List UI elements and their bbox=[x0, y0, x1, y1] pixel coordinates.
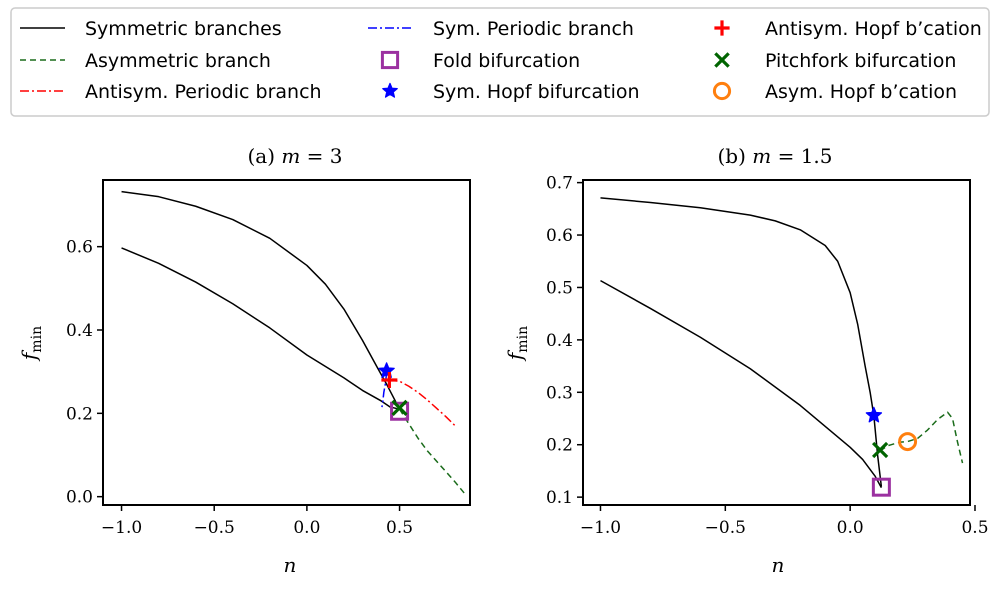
panel-b-ytick-label-0: 0.1 bbox=[546, 488, 573, 508]
legend-item-3: Sym. Periodic branch bbox=[368, 18, 634, 40]
legend-marker-5 bbox=[382, 82, 398, 98]
legend-label-2: Antisym. Periodic branch bbox=[85, 81, 322, 103]
panel-b-ytick-label-4: 0.5 bbox=[546, 278, 573, 298]
legend-item-1: Asymmetric branch bbox=[20, 50, 271, 72]
legend-label-5: Sym. Hopf bifurcation bbox=[433, 81, 640, 103]
panel-b-ytick-label-1: 0.2 bbox=[546, 436, 573, 456]
panel-a-frame bbox=[102, 179, 471, 506]
panel-b-marker-star-0 bbox=[865, 406, 883, 423]
panel-b-ytick-label-5: 0.6 bbox=[546, 226, 573, 246]
panel-b-xtick-label-1: −0.5 bbox=[705, 518, 746, 538]
panel-a-ytick-label-1: 0.2 bbox=[66, 404, 93, 424]
legend-label-4: Fold bifurcation bbox=[433, 50, 580, 72]
panel-a-marker-square-2 bbox=[390, 401, 410, 421]
panel-b-xlabel: n bbox=[772, 553, 785, 577]
legend-item-4: Fold bifurcation bbox=[380, 50, 580, 72]
legend-label-6: Antisym. Hopf b’cation bbox=[765, 18, 982, 40]
panel-b-series-sym-0 bbox=[600, 197, 883, 487]
legend-item-2: Antisym. Periodic branch bbox=[20, 81, 322, 103]
legend-label-7: Pitchfork bifurcation bbox=[765, 50, 956, 72]
panel-a-ytick-label-0: 0.0 bbox=[66, 488, 93, 508]
panel-a-title: (a) m = 3 bbox=[247, 144, 342, 168]
legend-label-3: Sym. Periodic branch bbox=[433, 18, 634, 40]
panel-a-series-sym-1 bbox=[121, 247, 400, 410]
panel-b-ytick-label-3: 0.4 bbox=[546, 331, 573, 351]
panel-b-series-sym-1 bbox=[600, 279, 883, 489]
legend-frame bbox=[10, 7, 990, 117]
panel-a-ytick-label-2: 0.4 bbox=[66, 321, 93, 341]
legend: Symmetric branches Asymmetric branch Antis… bbox=[10, 7, 990, 117]
panel-b-marker-square-3 bbox=[871, 477, 891, 497]
panel-b-marker-circle-2 bbox=[898, 432, 918, 452]
legend-item-5: Sym. Hopf bifurcation bbox=[382, 81, 640, 103]
legend-item-0: Symmetric branches bbox=[20, 18, 282, 40]
legend-label-1: Asymmetric branch bbox=[85, 50, 271, 72]
panel-a-ytick-label-3: 0.6 bbox=[66, 238, 93, 258]
panel-b-series-asym-2 bbox=[879, 411, 964, 464]
panel-b-xtick-label-0: −1.0 bbox=[580, 518, 621, 538]
legend-item-7: Pitchfork bifurcation bbox=[714, 50, 956, 72]
legend-marker-8 bbox=[712, 81, 732, 101]
panel-a-xtick-label-1: −0.5 bbox=[194, 518, 235, 538]
legend-item-6: Antisym. Hopf b’cation bbox=[714, 18, 982, 40]
panel-a-marker-plus-1 bbox=[381, 372, 398, 388]
panel-b-frame bbox=[582, 179, 971, 506]
panel-b-marker-x-1 bbox=[871, 441, 889, 459]
panel-b-xtick-label-2: 0.0 bbox=[837, 518, 864, 538]
panel-a-series-asym-2 bbox=[398, 408, 466, 494]
panel-a-marker-x-3 bbox=[391, 399, 408, 417]
legend-marker-4 bbox=[380, 50, 400, 70]
panel-a-series-sym-0 bbox=[121, 190, 401, 410]
panel-b-ytick-label-2: 0.3 bbox=[546, 383, 573, 403]
panel-a-xlabel: n bbox=[284, 553, 297, 577]
legend-item-8: Asym. Hopf b’cation bbox=[712, 81, 957, 103]
panel-a-xtick-label-2: 0.0 bbox=[293, 518, 320, 538]
panel-a-xtick-label-0: −1.0 bbox=[101, 518, 142, 538]
panel-b: (b) m = 1.5 −1.0 −0.5 0.0 0.5 0.1 0.2 0.3 0.4 0.… bbox=[503, 144, 989, 577]
panel-a-ylabel: fmin bbox=[17, 326, 45, 362]
legend-label-8: Asym. Hopf b’cation bbox=[765, 81, 957, 103]
legend-marker-7 bbox=[714, 52, 730, 68]
panel-a-xtick-label-3: 0.5 bbox=[386, 518, 413, 538]
panel-b-ytick-label-6: 0.7 bbox=[546, 174, 573, 194]
legend-marker-6 bbox=[714, 20, 730, 36]
panel-a-series-antiper-3 bbox=[388, 379, 456, 427]
panel-b-ylabel: fmin bbox=[503, 326, 531, 362]
panel-a: (a) m = 3 −1.0 −0.5 0.0 0.5 0.0 0.2 0.4 0.6 n f… bbox=[17, 144, 471, 577]
legend-label-0: Symmetric branches bbox=[85, 18, 282, 40]
panel-b-xtick-label-3: 0.5 bbox=[961, 518, 988, 538]
panel-b-title: (b) m = 1.5 bbox=[717, 144, 832, 168]
